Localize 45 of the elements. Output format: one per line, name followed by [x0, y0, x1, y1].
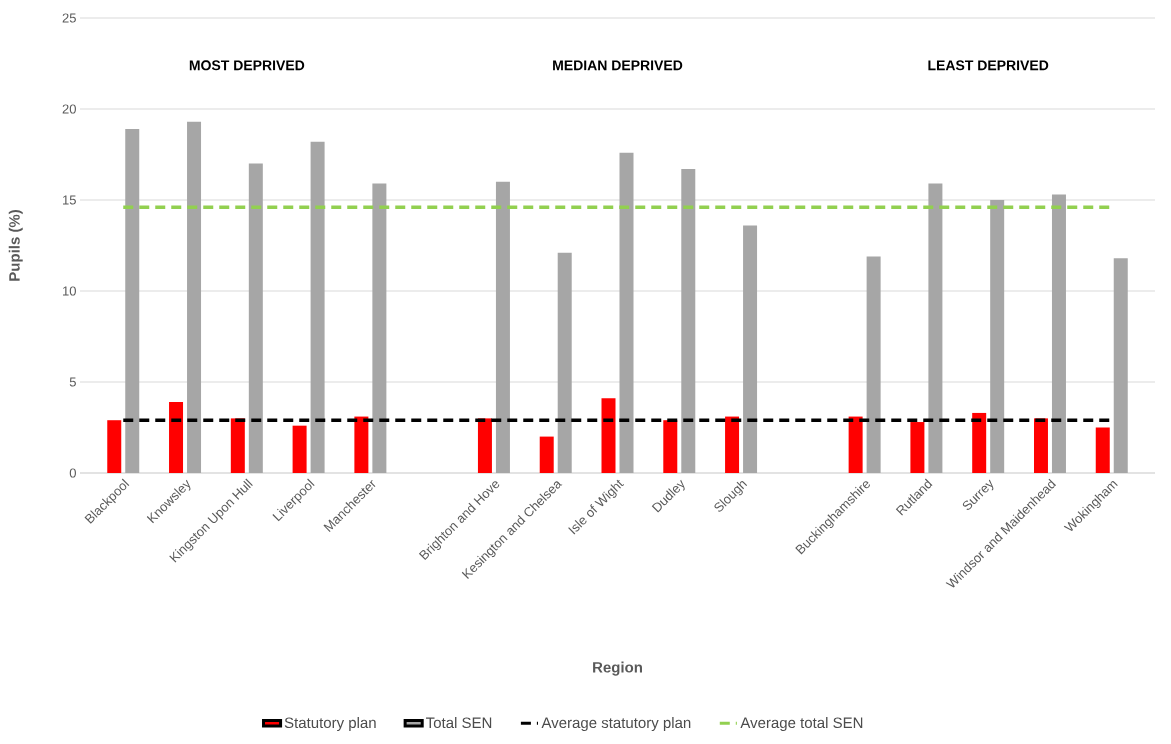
- bar: [619, 152, 634, 473]
- bar: [107, 420, 122, 473]
- bar: [354, 416, 369, 473]
- bar: [310, 141, 325, 473]
- y-tick-label: 25: [62, 13, 76, 23]
- bar: [990, 199, 1005, 473]
- bar: [866, 256, 881, 473]
- bar: [601, 398, 616, 473]
- y-tick-label: 15: [63, 195, 76, 205]
- annotation: MEDIAN DEPRIVED: [553, 60, 683, 71]
- annotation: MOST DEPRIVED: [189, 60, 305, 71]
- bar: [477, 418, 492, 473]
- legend-label: Average statutory plan: [541, 717, 691, 732]
- annotation: LEAST DEPRIVED: [928, 60, 1049, 71]
- bar: [495, 181, 510, 473]
- bar: [663, 420, 678, 473]
- y-axis-title: Pupils (%): [8, 209, 23, 281]
- y-tick-label: 0: [69, 468, 76, 478]
- bar: [1051, 194, 1066, 473]
- bar: [681, 169, 696, 473]
- bar: [125, 129, 140, 473]
- bar: [187, 121, 202, 473]
- bar: [230, 418, 245, 473]
- x-axis-title: Region: [593, 661, 642, 676]
- bar: [1113, 258, 1128, 473]
- bar: [910, 422, 925, 473]
- bar: [725, 416, 740, 473]
- legend-label: Average total SEN: [740, 717, 863, 732]
- legend-label: Statutory plan: [284, 717, 376, 732]
- bar: [292, 425, 307, 473]
- bar: [539, 436, 554, 473]
- bar: [248, 163, 263, 473]
- y-tick-label: 20: [62, 104, 76, 114]
- bar: [557, 252, 572, 473]
- y-tick-label: 5: [69, 377, 76, 387]
- y-tick-label: 10: [63, 286, 76, 296]
- bar: [1095, 427, 1110, 473]
- legend-label: Total SEN: [426, 717, 492, 729]
- bar: [743, 225, 758, 473]
- bar: [928, 183, 943, 473]
- bar: [169, 402, 184, 473]
- bar: [972, 412, 987, 473]
- bar: [848, 416, 863, 473]
- bar: [372, 183, 387, 473]
- bar: [1033, 418, 1048, 473]
